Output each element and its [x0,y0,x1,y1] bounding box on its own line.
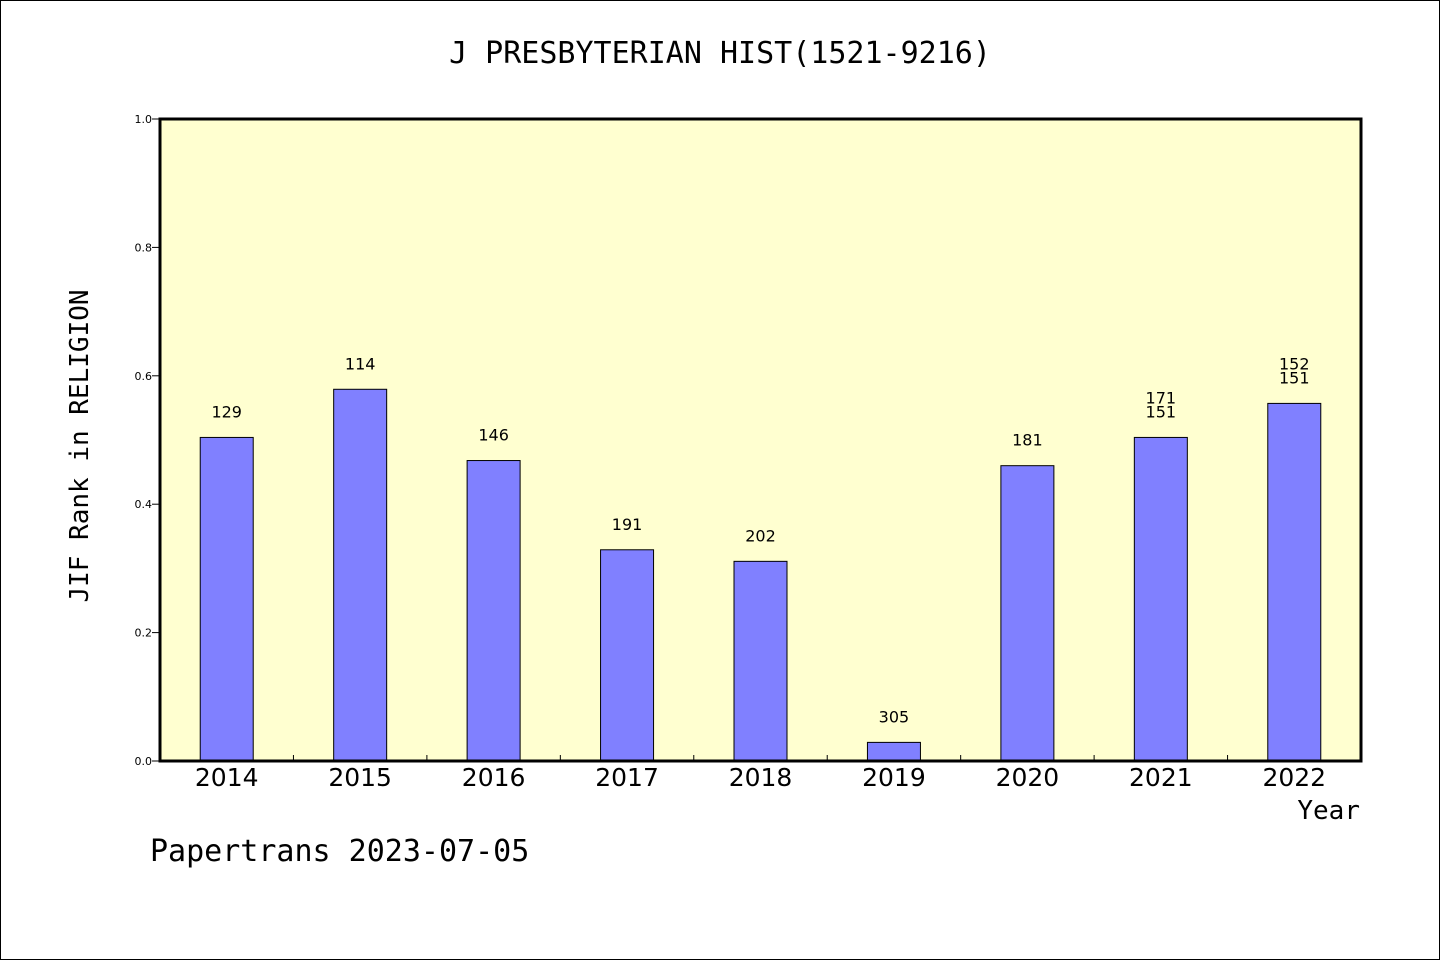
y-tick-label: 0.8 [135,241,153,254]
x-tick-label: 2021 [1129,763,1193,792]
bar [466,460,521,762]
data-label: 114 [345,354,376,373]
data-label: 171 [1146,388,1177,407]
chart-title: J PRESBYTERIAN HIST(1521-9216) [449,36,991,71]
y-tick-label: 0.0 [135,755,153,768]
data-label: 191 [612,515,643,534]
x-tick-label: 2016 [462,763,526,792]
bar [733,560,788,762]
data-label: 202 [745,526,776,545]
data-label: 152 [1279,354,1310,373]
data-label: 151 [1146,402,1177,421]
bar [333,388,388,762]
footer-text: Papertrans 2023-07-05 [150,834,530,869]
bar [1267,402,1322,762]
data-label: 181 [1012,431,1043,450]
bar [199,436,254,762]
x-tick-label: 2019 [862,763,926,792]
bar [600,549,655,762]
x-tick-label: 2022 [1262,763,1326,792]
bar [1133,436,1188,762]
x-tick-label: 2015 [328,763,392,792]
y-tick-label: 0.2 [135,627,153,640]
x-tick-label: 2017 [595,763,659,792]
y-tick-label: 0.6 [135,370,153,383]
plot-border [158,117,1363,763]
bar [866,741,921,762]
y-tick-label: 0.4 [135,498,153,511]
bar [1000,465,1055,762]
data-label: 305 [879,707,910,726]
data-label: 146 [478,426,509,445]
x-tick-label: 2014 [195,763,259,792]
x-tick-label: 2018 [729,763,793,792]
x-axis-label: Year [1297,796,1360,826]
y-tick-label: 1.0 [135,113,153,126]
data-label: 129 [211,402,242,421]
x-tick-label: 2020 [996,763,1060,792]
data-label: 151 [1279,368,1310,387]
